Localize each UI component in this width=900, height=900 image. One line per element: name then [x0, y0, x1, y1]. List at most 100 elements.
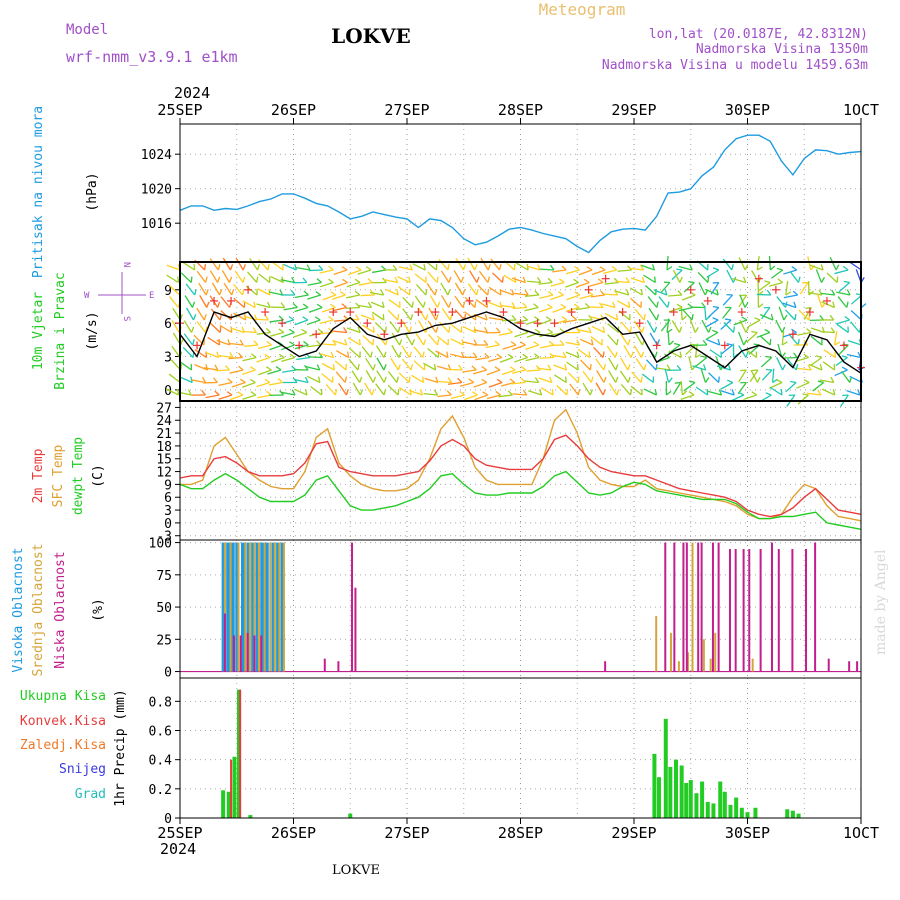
wind-barb	[695, 356, 708, 367]
precip-bar	[232, 756, 237, 818]
wind-barb	[417, 320, 427, 333]
wind-barb	[402, 308, 412, 321]
wind-barb-flag	[830, 327, 836, 333]
altitude-model-label: Nadmorska Visina u modelu 1459.63m	[602, 58, 868, 73]
wind-barb	[207, 336, 220, 346]
wind-barb-flag	[627, 339, 631, 346]
wind-barb	[646, 359, 657, 371]
wind-barb	[799, 282, 809, 295]
wind-barb	[283, 306, 298, 311]
wind-barb	[348, 358, 359, 371]
wind-barb	[620, 321, 631, 333]
wind-barb	[672, 269, 681, 283]
wind-barb	[401, 345, 410, 358]
wind-barb	[682, 309, 693, 321]
wind-barb	[196, 307, 205, 321]
wind-barb	[778, 306, 785, 321]
wind-barb	[375, 383, 385, 396]
precip-bar	[753, 807, 758, 818]
wind-barb	[633, 345, 643, 358]
y-tick-label-2: 15	[156, 453, 172, 468]
wind-barb-flag	[507, 390, 513, 396]
wind-barb	[331, 294, 346, 300]
wind-barb-flag	[474, 301, 477, 308]
wind-barb	[467, 283, 478, 296]
wind-barb-flag	[533, 341, 540, 346]
wind-barb	[511, 381, 526, 385]
wind-barb-flag	[756, 266, 763, 271]
wind-barb-flag	[304, 376, 309, 383]
wind-barb-flag	[549, 376, 553, 383]
cloud-bar	[276, 542, 281, 672]
wind-barb-flag	[843, 280, 850, 284]
compass-e: E	[149, 291, 154, 301]
wind-barb-flag	[627, 376, 631, 383]
wind-barb	[427, 333, 439, 346]
wind-barb	[229, 394, 244, 401]
wind-barb-flag	[367, 278, 373, 283]
wind-barb	[334, 360, 347, 371]
wind-barb	[834, 369, 848, 377]
wind-barb-flag	[398, 339, 403, 346]
sfc-temp-line	[180, 408, 862, 522]
wind-barb-flag	[303, 290, 309, 296]
wind-barb	[418, 307, 427, 321]
wind-barb	[838, 344, 849, 356]
y-tick-label-3: 25	[156, 633, 172, 648]
wind-barb	[222, 257, 232, 271]
wind-barb	[643, 274, 656, 284]
wind-barb	[666, 318, 670, 333]
wind-barb	[191, 379, 206, 384]
wind-barb-flag	[340, 291, 346, 296]
wind-barb-flag	[447, 263, 450, 271]
day-label-bottom: 29SEP	[611, 824, 656, 842]
wind-barb-flag	[717, 339, 721, 346]
wind-barb	[230, 327, 245, 334]
wind-barb	[455, 257, 465, 271]
wind-barb-flag	[829, 314, 835, 321]
wind-barb	[680, 380, 684, 396]
wind-barb	[450, 338, 464, 346]
cloud-bar	[260, 635, 263, 672]
wind-barb-flag	[355, 314, 360, 321]
wind-barb	[358, 281, 373, 286]
cloud-bar	[770, 542, 773, 672]
wind-barb	[539, 294, 554, 300]
wind-barb-flag	[408, 351, 412, 358]
wind-barb-flag	[694, 327, 699, 333]
wind-barb	[450, 323, 462, 334]
wind-barb-flag	[534, 290, 540, 296]
cloud-bar	[323, 658, 326, 672]
day-label-bottom: 26SEP	[271, 824, 316, 842]
wind-barb	[332, 306, 347, 312]
wind-barb-flag	[330, 291, 337, 296]
wind-barb-flag	[802, 393, 809, 396]
wind-barb	[776, 357, 784, 371]
wind-barb	[850, 310, 862, 321]
cloud-bar	[791, 549, 794, 672]
wind-barb-flag	[599, 266, 606, 271]
wind-barb	[387, 309, 399, 321]
wind-barb	[633, 320, 643, 333]
wind-barb-flag	[371, 314, 375, 321]
wind-barb	[795, 356, 809, 363]
precip-label-total: Ukupna Kisa	[20, 689, 106, 704]
wind-barb	[761, 369, 773, 381]
wind-barb	[756, 256, 760, 271]
precip-label-snow: Snijeg	[59, 762, 106, 777]
cloud-label-low: Niska Oblacnost	[53, 551, 68, 668]
wind-barb	[268, 381, 283, 386]
cloud-bar	[669, 632, 672, 672]
y-tick-label-2: 27	[156, 401, 172, 416]
cloud-bar	[226, 542, 231, 672]
wind-barb-flag	[462, 289, 466, 296]
wind-barb-flag	[448, 326, 451, 333]
wind-barb-flag	[397, 313, 400, 321]
wind-barb-flag	[425, 288, 428, 296]
wind-barb	[698, 282, 706, 296]
wind-barb	[168, 373, 181, 384]
wind-barb	[166, 274, 179, 284]
pressure-label: Pritisak na nivou mora	[31, 106, 46, 278]
wind-barb-flag	[718, 389, 723, 396]
wind-barb-flag	[656, 314, 660, 321]
